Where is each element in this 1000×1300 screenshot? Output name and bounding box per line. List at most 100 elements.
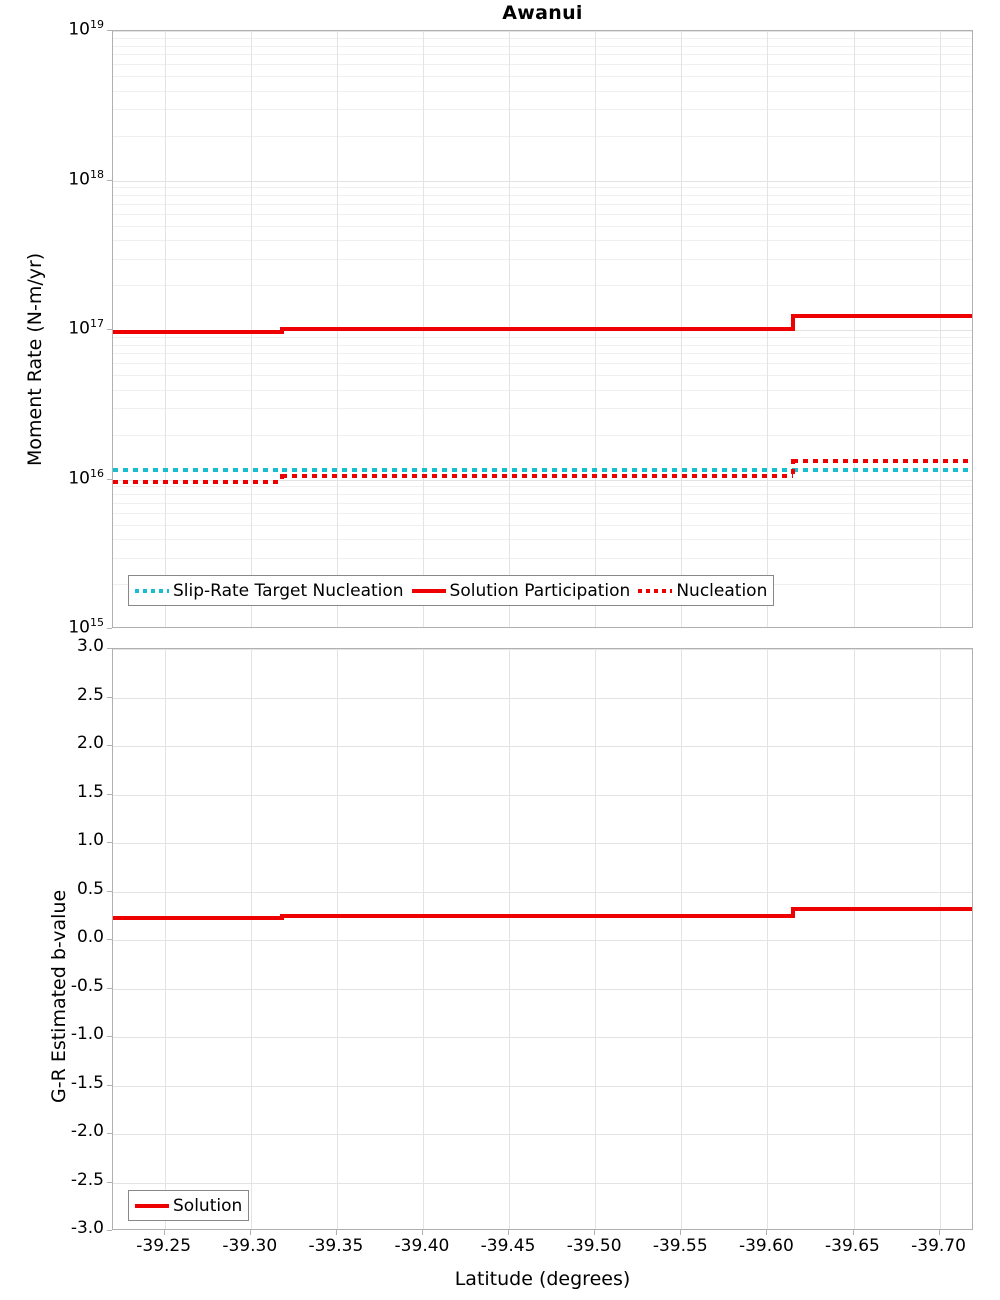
x-axis-tick-label: -39.35	[308, 1236, 364, 1256]
series-step-riser	[791, 907, 796, 919]
gridline-horizontal	[113, 90, 972, 92]
series-segment	[113, 479, 282, 484]
y-axis-tick-label: 0.0	[76, 927, 104, 947]
gridline-horizontal	[113, 54, 972, 56]
gridline-horizontal	[113, 1134, 972, 1135]
gridline-horizontal	[113, 195, 972, 196]
series-segment	[793, 907, 972, 911]
legend-entry[interactable]: Nucleation	[638, 581, 767, 601]
x-axis-tick-mark	[766, 1230, 768, 1235]
legend-label: Solution Participation	[449, 580, 631, 601]
gridline-vertical	[250, 31, 252, 627]
gridline-vertical	[681, 649, 683, 1229]
gridline-vertical	[853, 649, 855, 1229]
y-axis-tick-mark	[107, 1230, 112, 1231]
y-axis-tick-label: 1.0	[76, 830, 104, 850]
y-axis-tick-mark	[107, 329, 112, 330]
gridline-horizontal	[113, 524, 972, 526]
series-step-riser	[791, 459, 796, 479]
x-axis-tick-mark	[508, 1230, 510, 1235]
gridline-horizontal	[113, 285, 972, 286]
y-axis-tick-label: 1019	[68, 18, 104, 40]
legend-entry[interactable]: Slip-Rate Target Nucleation	[135, 581, 404, 601]
legend-line-swatch	[135, 1203, 169, 1208]
y-axis-tick-label: 2.5	[76, 684, 104, 705]
bottom-panel-legend[interactable]: Solution	[128, 1190, 250, 1221]
x-axis-tick-label: -39.25	[136, 1236, 192, 1256]
gridline-horizontal	[113, 64, 972, 66]
bottom-panel-b-value	[112, 648, 973, 1230]
gridline-horizontal	[113, 180, 972, 182]
y-axis-tick-label: 1017	[68, 317, 104, 339]
y-axis-tick-label: -1.0	[70, 1024, 104, 1044]
gridline-horizontal	[113, 746, 972, 747]
gridline-horizontal	[113, 363, 972, 365]
gridline-horizontal	[113, 794, 972, 796]
y-axis-tick-mark	[107, 793, 112, 795]
x-axis-tick-label: -39.65	[825, 1236, 880, 1256]
y-axis-tick-label: -2.5	[70, 1169, 104, 1190]
gridline-horizontal	[113, 891, 972, 893]
series-step-riser	[791, 313, 796, 331]
y-axis-tick-label: 2.0	[76, 733, 104, 753]
gridline-vertical	[164, 31, 166, 627]
gridline-horizontal	[113, 649, 972, 650]
gridline-horizontal	[113, 494, 972, 495]
y-axis-tick-label: 1015	[68, 616, 104, 638]
gridline-vertical	[423, 649, 424, 1229]
series-segment	[281, 474, 794, 479]
y-axis-tick-mark	[107, 1084, 112, 1086]
legend-line-swatch	[135, 588, 169, 593]
gridline-horizontal	[113, 353, 972, 355]
gridline-horizontal	[113, 486, 972, 488]
gridline-horizontal	[113, 344, 972, 346]
series-segment	[281, 914, 794, 919]
x-axis-tick-mark	[422, 1230, 423, 1235]
gridline-vertical	[250, 649, 252, 1229]
x-axis-tick-mark	[852, 1230, 854, 1235]
gridline-horizontal	[113, 187, 972, 189]
legend-line-swatch	[411, 588, 446, 593]
bottom-panel-y-axis-label: G-R Estimated b-value	[48, 889, 70, 1103]
y-axis-tick-label: 1.5	[76, 781, 104, 802]
y-axis-tick-mark	[107, 1133, 112, 1134]
gridline-horizontal	[113, 1182, 972, 1184]
x-axis-tick-label: -39.60	[738, 1236, 794, 1256]
gridline-horizontal	[113, 697, 972, 699]
y-axis-tick-mark	[107, 478, 112, 480]
gridline-horizontal	[113, 225, 972, 227]
x-axis-tick-mark	[163, 1230, 165, 1235]
gridline-horizontal	[113, 375, 972, 376]
gridline-horizontal	[113, 389, 972, 391]
series-segment	[113, 330, 282, 334]
gridline-horizontal	[113, 109, 972, 111]
series-segment	[113, 468, 282, 473]
y-axis-tick-mark	[107, 179, 112, 181]
top-panel-moment-rate	[112, 30, 973, 628]
y-axis-tick-mark	[107, 648, 112, 649]
series-segment	[113, 915, 282, 920]
gridline-horizontal	[113, 502, 972, 504]
top-panel-legend[interactable]: Slip-Rate Target Nucleation Solution Part…	[128, 575, 775, 606]
legend-label: Nucleation	[676, 580, 768, 601]
gridline-horizontal	[113, 213, 972, 215]
gridline-horizontal	[113, 135, 972, 137]
series-step-riser	[279, 474, 284, 484]
y-axis-tick-label: -0.5	[70, 975, 104, 996]
series-segment	[793, 468, 972, 473]
gridline-horizontal	[113, 512, 972, 514]
gridline-horizontal	[113, 258, 972, 260]
y-axis-tick-label: 3.0	[76, 636, 104, 656]
legend-entry[interactable]: Solution	[135, 1196, 242, 1216]
x-axis-tick-label: -39.45	[480, 1236, 536, 1256]
x-axis-tick-label: -39.50	[566, 1236, 622, 1256]
gridline-vertical	[939, 31, 941, 627]
gridline-vertical	[509, 649, 511, 1229]
gridline-horizontal	[113, 940, 972, 941]
y-axis-tick-label: -3.0	[70, 1218, 104, 1238]
gridline-horizontal	[113, 31, 972, 32]
x-axis-tick-label: -39.30	[222, 1236, 278, 1256]
series-segment	[281, 326, 794, 331]
x-axis-tick-mark	[938, 1230, 940, 1235]
legend-entry[interactable]: Solution Participation	[411, 580, 631, 601]
